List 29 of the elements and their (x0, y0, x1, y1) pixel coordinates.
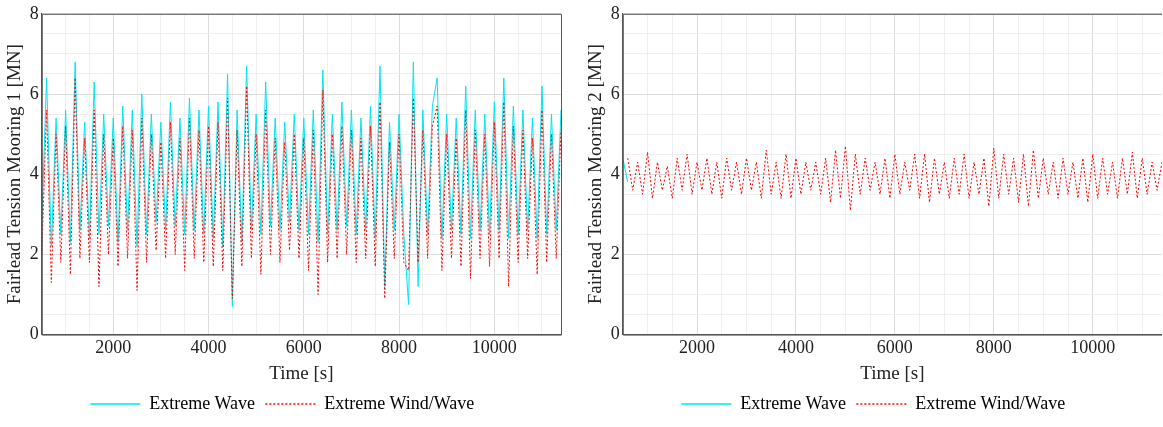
x-tick-label: 2000 (679, 337, 715, 358)
x-tick-label: 2000 (95, 337, 132, 358)
legend-label: Extreme Wind/Wave (324, 392, 475, 413)
y-tick-label: 2 (610, 243, 620, 264)
y-tick-label: 6 (610, 82, 620, 103)
y-axis-title: Fairlead Tension Mooring 2 [MN] (584, 44, 606, 305)
legend-label: Extreme Wind/Wave (915, 392, 1066, 413)
x-tick-label: 10000 (471, 337, 517, 358)
x-tick-label: 8000 (381, 337, 418, 358)
y-tick-label: 0 (610, 323, 620, 344)
legend-label: Extreme Wave (149, 392, 256, 413)
x-axis-title: Time [s] (269, 361, 334, 383)
y-tick-label: 0 (29, 323, 39, 344)
x-tick-label: 6000 (876, 337, 913, 358)
x-tick-label: 6000 (285, 337, 322, 358)
y-tick-label: 8 (29, 2, 39, 23)
y-tick-label: 2 (29, 243, 39, 264)
legend-label: Extreme Wave (740, 392, 847, 413)
x-tick-label: 8000 (975, 337, 1012, 358)
y-tick-label: 6 (29, 82, 39, 103)
y-axis-title: Fairlead Tension Mooring 1 [MN] (3, 44, 25, 305)
line-series (627, 145, 1162, 211)
x-axis-title: Time [s] (860, 361, 925, 383)
y-tick-label: 8 (610, 2, 620, 23)
x-tick-label: 4000 (777, 337, 814, 358)
x-tick-label: 4000 (190, 337, 227, 358)
y-tick-label: 4 (610, 162, 620, 183)
y-tick-label: 4 (29, 162, 39, 183)
x-tick-label: 10000 (1070, 337, 1116, 358)
